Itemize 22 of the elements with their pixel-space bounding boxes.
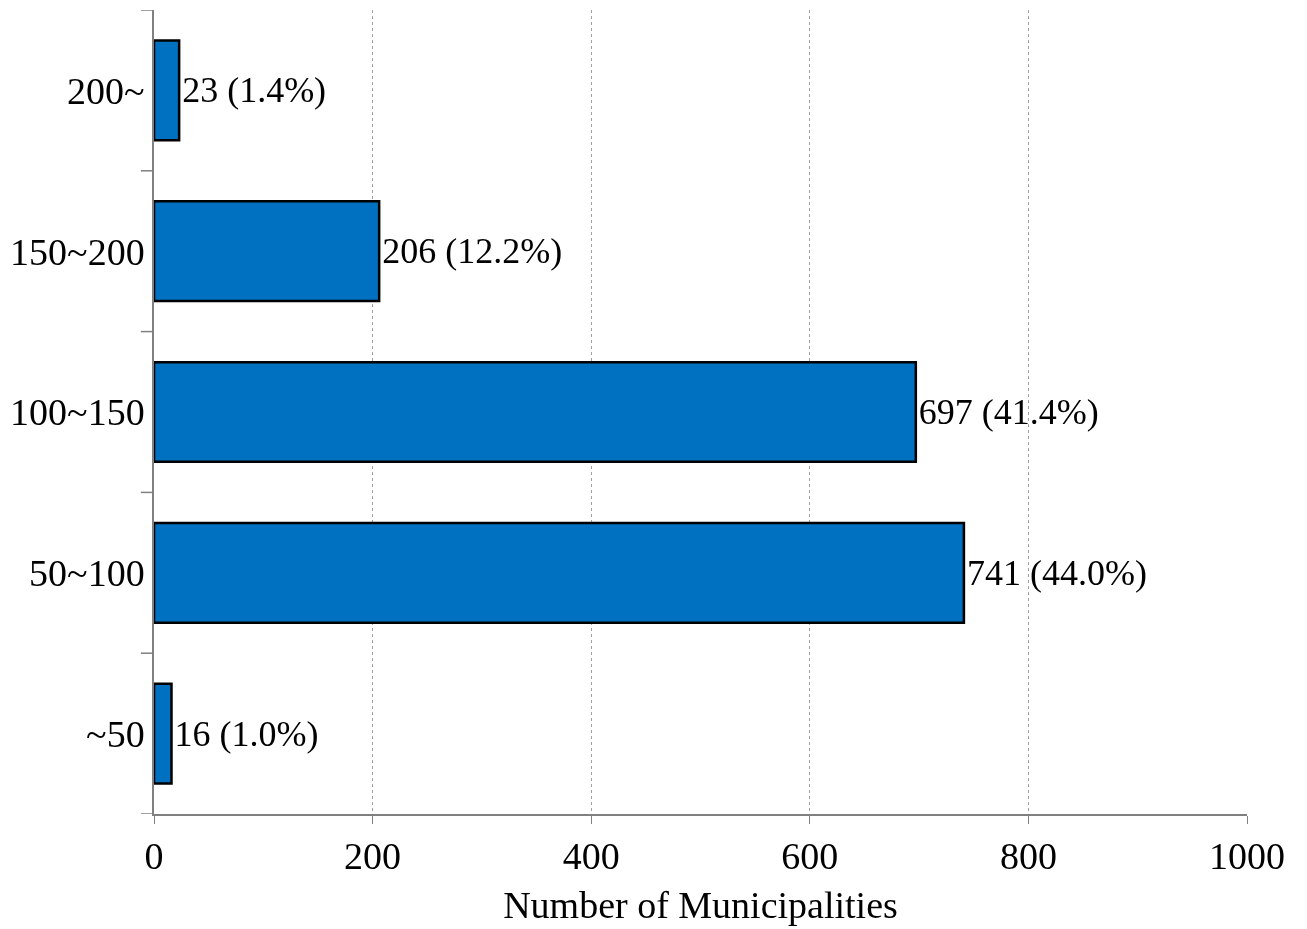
data-label: 697 (41.4%) — [918, 392, 1099, 432]
y-tick-label: 50~100 — [29, 552, 145, 595]
bar — [154, 682, 173, 785]
x-axis-title: Number of Municipalities — [503, 883, 898, 926]
y-tick-label: 200~ — [67, 69, 145, 112]
x-tick-label: 0 — [144, 835, 164, 878]
y-tick-label: ~50 — [86, 712, 145, 755]
y-tick-label: 100~150 — [10, 391, 145, 434]
data-label: 23 (1.4%) — [182, 70, 327, 111]
x-tick-label: 200 — [344, 835, 402, 878]
bar — [154, 200, 381, 303]
bar — [154, 521, 966, 624]
bar — [154, 360, 918, 464]
x-tick-label: 800 — [999, 835, 1057, 878]
x-tick-label: 600 — [781, 835, 839, 878]
x-tick-label: 400 — [562, 835, 620, 878]
x-tick-label: 1000 — [1209, 835, 1285, 878]
data-label: 741 (44.0%) — [966, 552, 1147, 593]
data-label: 206 (12.2%) — [382, 231, 563, 272]
data-label: 16 (1.0%) — [174, 713, 319, 754]
bar — [154, 39, 181, 142]
y-tick-label: 150~200 — [10, 230, 145, 273]
